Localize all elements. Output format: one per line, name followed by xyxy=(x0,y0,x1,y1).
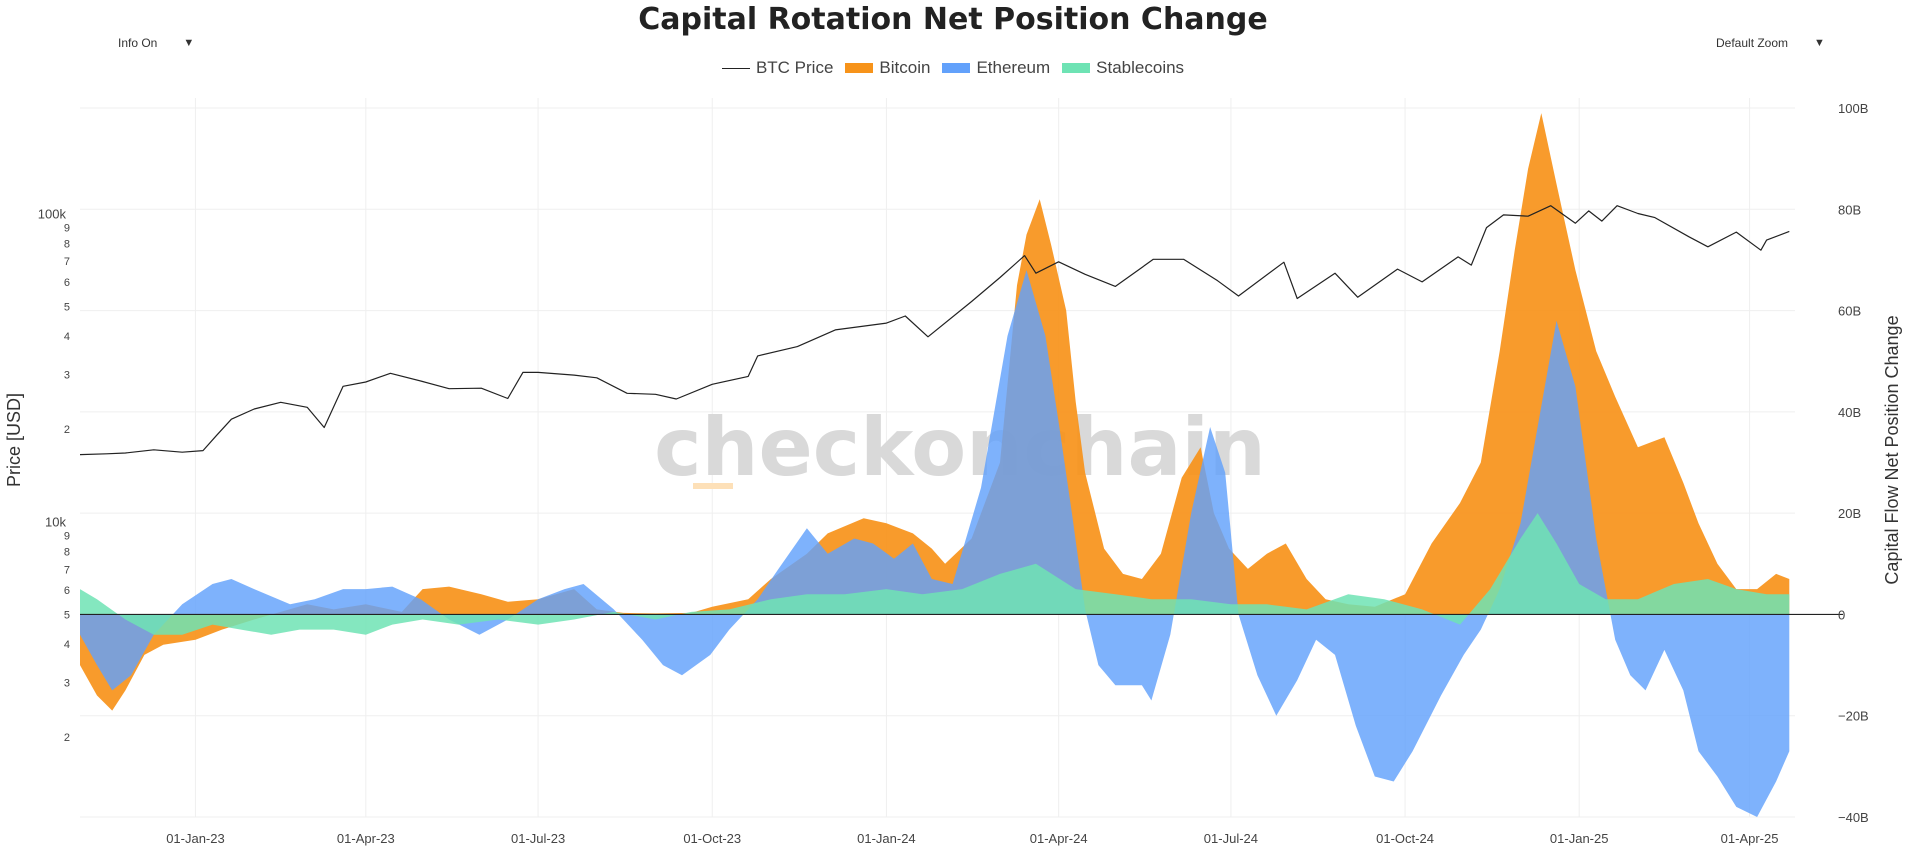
info-toggle-label: Info On xyxy=(118,36,158,50)
y-axis-right-label: Capital Flow Net Position Change xyxy=(1882,315,1902,584)
y-right-tick-label: −20B xyxy=(1838,709,1869,724)
legend-label-ethereum: Ethereum xyxy=(976,58,1051,77)
y-left-minor-tick-label: 3 xyxy=(64,678,70,690)
y-left-minor-tick-label: 6 xyxy=(64,277,70,289)
x-tick-label: 01-Jan-23 xyxy=(166,831,225,846)
area-stablecoins[interactable] xyxy=(80,513,1790,635)
legend-label-stablecoins: Stablecoins xyxy=(1096,58,1185,77)
y-left-minor-tick-label: 8 xyxy=(64,238,70,250)
y-left-minor-tick-label: 7 xyxy=(64,256,70,268)
x-tick-label: 01-Oct-24 xyxy=(1376,831,1434,846)
legend-swatch-bitcoin xyxy=(845,63,874,73)
y-left-minor-tick-label: 7 xyxy=(64,564,70,576)
chevron-down-icon: ▼ xyxy=(183,37,195,49)
y-left-minor-tick-label: 2 xyxy=(64,424,70,436)
x-tick-label: 01-Jan-25 xyxy=(1550,831,1609,846)
legend-swatch-stablecoins xyxy=(1062,63,1091,73)
legend-item-bitcoin[interactable]: Bitcoin xyxy=(845,58,930,78)
legend-label-btc-price: BTC Price xyxy=(755,58,834,77)
y-left-minor-tick-label: 8 xyxy=(64,546,70,558)
y-right-tick-label: 60B xyxy=(1838,304,1861,319)
y-left-minor-tick-label: 2 xyxy=(64,732,70,744)
y-left-major-tick-label: 100k xyxy=(38,207,67,222)
area-ethereum[interactable] xyxy=(80,270,1790,818)
zoom-dropdown-label: Default Zoom xyxy=(1716,36,1789,50)
watermark-logo-mark xyxy=(693,483,733,489)
y-right-tick-label: −40B xyxy=(1838,810,1869,825)
x-tick-label: 01-Jan-24 xyxy=(857,831,916,846)
x-tick-label: 01-Jul-24 xyxy=(1204,831,1258,846)
y-left-minor-tick-label: 9 xyxy=(64,531,70,543)
legend-swatch-ethereum xyxy=(942,63,971,73)
x-tick-label: 01-Oct-23 xyxy=(683,831,741,846)
x-tick-label: 01-Apr-25 xyxy=(1721,831,1779,846)
chart-legend: BTC Price Bitcoin Ethereum Stablecoins xyxy=(0,58,1906,78)
y-left-minor-tick-label: 4 xyxy=(64,331,70,343)
y-left-minor-tick-label: 5 xyxy=(64,609,70,621)
y-right-tick-label: 20B xyxy=(1838,506,1861,521)
y-left-major-tick-label: 10k xyxy=(45,515,66,530)
x-axis-ticks: 01-Jan-23 01-Apr-23 01-Jul-23 01-Oct-23 01-J… xyxy=(166,831,1778,846)
y-right-tick-label: 100B xyxy=(1838,101,1868,116)
y-axis-left-label: Price [USD] xyxy=(4,393,24,487)
y-right-axis-ticks: 100B 80B 60B 40B 20B 0 −20B −40B xyxy=(1838,101,1869,825)
y-left-minor-tick-label: 4 xyxy=(64,639,70,651)
legend-item-ethereum[interactable]: Ethereum xyxy=(942,58,1050,78)
y-left-minor-tick-label: 9 xyxy=(64,223,70,235)
price-line-series xyxy=(79,205,1790,456)
chevron-down-icon: ▼ xyxy=(1814,37,1825,49)
x-tick-label: 01-Apr-24 xyxy=(1030,831,1088,846)
legend-item-btc-price[interactable]: BTC Price xyxy=(721,58,834,78)
y-right-tick-label: 80B xyxy=(1838,202,1861,217)
legend-swatch-btc-price xyxy=(721,67,750,69)
chart-title: Capital Rotation Net Position Change xyxy=(638,2,1268,37)
legend-item-stablecoins[interactable]: Stablecoins xyxy=(1062,58,1184,78)
x-tick-label: 01-Jul-23 xyxy=(511,831,565,846)
y-left-minor-tick-label: 5 xyxy=(64,301,70,313)
area-series xyxy=(80,113,1790,818)
line-btc-price[interactable] xyxy=(79,205,1790,456)
watermark-text: checkonchain xyxy=(654,401,1266,494)
x-tick-label: 01-Apr-23 xyxy=(337,831,395,846)
y-right-tick-label: 40B xyxy=(1838,405,1861,420)
zoom-dropdown[interactable]: Default Zoom ▼ xyxy=(1708,30,1840,56)
info-toggle-dropdown[interactable]: Info On ▼ xyxy=(110,30,198,56)
y-left-minor-tick-label: 3 xyxy=(64,370,70,382)
legend-label-bitcoin: Bitcoin xyxy=(879,58,931,77)
y-left-minor-tick-label: 6 xyxy=(64,585,70,597)
y-right-tick-label: 0 xyxy=(1838,607,1845,622)
